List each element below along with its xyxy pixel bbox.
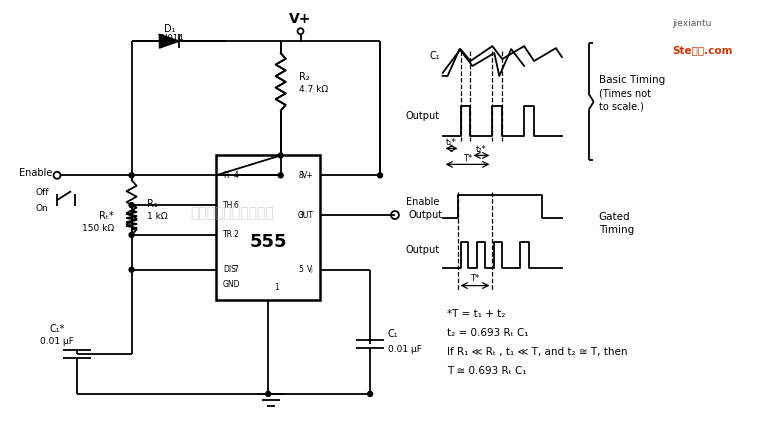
Text: Basic Timing: Basic Timing [598,75,665,85]
Text: R₂: R₂ [299,72,310,82]
Text: 1 kΩ: 1 kΩ [148,212,168,221]
Text: OUT: OUT [297,210,313,219]
Text: t₂ = 0.693 Rₜ C₁: t₂ = 0.693 Rₜ C₁ [447,328,528,338]
Text: C₁*: C₁* [49,324,65,334]
Text: T*: T* [463,154,472,163]
Text: to scale.): to scale.) [598,102,644,112]
Text: 0.01 μF: 0.01 μF [388,345,422,354]
Text: TR: TR [223,231,233,239]
Text: DIS: DIS [223,265,236,274]
Text: (Times not: (Times not [598,89,651,99]
Text: Gated: Gated [598,212,631,222]
Text: 555: 555 [249,233,287,251]
Text: 4: 4 [233,171,239,180]
Text: jiexiantu: jiexiantu [672,19,711,28]
Text: Output: Output [409,210,443,220]
Text: If R₁ ≪ Rₜ , t₁ ≪ T, and t₂ ≅ T, then: If R₁ ≪ Rₜ , t₁ ≪ T, and t₂ ≅ T, then [447,347,627,357]
Text: GND: GND [223,280,240,289]
Text: Output: Output [406,245,440,255]
Text: Enable: Enable [407,197,440,207]
Circle shape [129,232,134,237]
Text: t₂*: t₂* [476,145,487,154]
Circle shape [129,173,134,178]
Text: On: On [35,204,48,213]
Text: 8: 8 [298,171,303,180]
Circle shape [129,267,134,272]
Text: C₁: C₁ [388,329,399,339]
Text: C₁: C₁ [429,51,440,61]
Text: R: R [223,171,229,180]
Bar [216,155,320,299]
Circle shape [129,202,134,208]
Text: T*: T* [470,274,480,283]
Text: 3: 3 [298,210,303,219]
Text: 0.01 μF: 0.01 μF [40,337,74,346]
Text: 1: 1 [274,283,279,292]
Text: D₁: D₁ [163,24,175,34]
Circle shape [377,173,383,178]
Text: 150 kΩ: 150 kΩ [82,224,114,234]
Text: 5: 5 [298,265,303,274]
Text: Rₜ*: Rₜ* [99,211,114,221]
Text: Off: Off [35,188,49,197]
Text: TH: TH [223,201,233,210]
Text: R₁: R₁ [148,198,159,209]
Circle shape [266,392,271,396]
Circle shape [278,173,283,178]
Text: SteⓂｃ.com: SteⓂｃ.com [672,45,732,56]
Circle shape [278,153,283,158]
Text: T ≅ 0.693 Rₜ C₁: T ≅ 0.693 Rₜ C₁ [447,366,526,376]
Text: 6: 6 [233,201,239,210]
Text: V+: V+ [302,171,313,180]
Text: 4.7 kΩ: 4.7 kΩ [299,85,328,94]
Text: t₁*: t₁* [446,138,457,147]
Text: 7: 7 [233,265,239,274]
Text: Timing: Timing [598,225,634,235]
Text: 杭州将睿科技有限公司: 杭州将睿科技有限公司 [190,206,274,221]
Text: Enable: Enable [18,168,52,178]
Text: 2: 2 [233,231,238,239]
Circle shape [367,392,373,396]
Text: 1N914: 1N914 [156,34,183,43]
Text: *T = t₁ + t₂: *T = t₁ + t₂ [447,309,505,320]
Text: Output: Output [406,111,440,121]
Polygon shape [159,34,179,48]
Text: Vⱼ: Vⱼ [306,265,313,274]
Text: V+: V+ [290,12,312,26]
